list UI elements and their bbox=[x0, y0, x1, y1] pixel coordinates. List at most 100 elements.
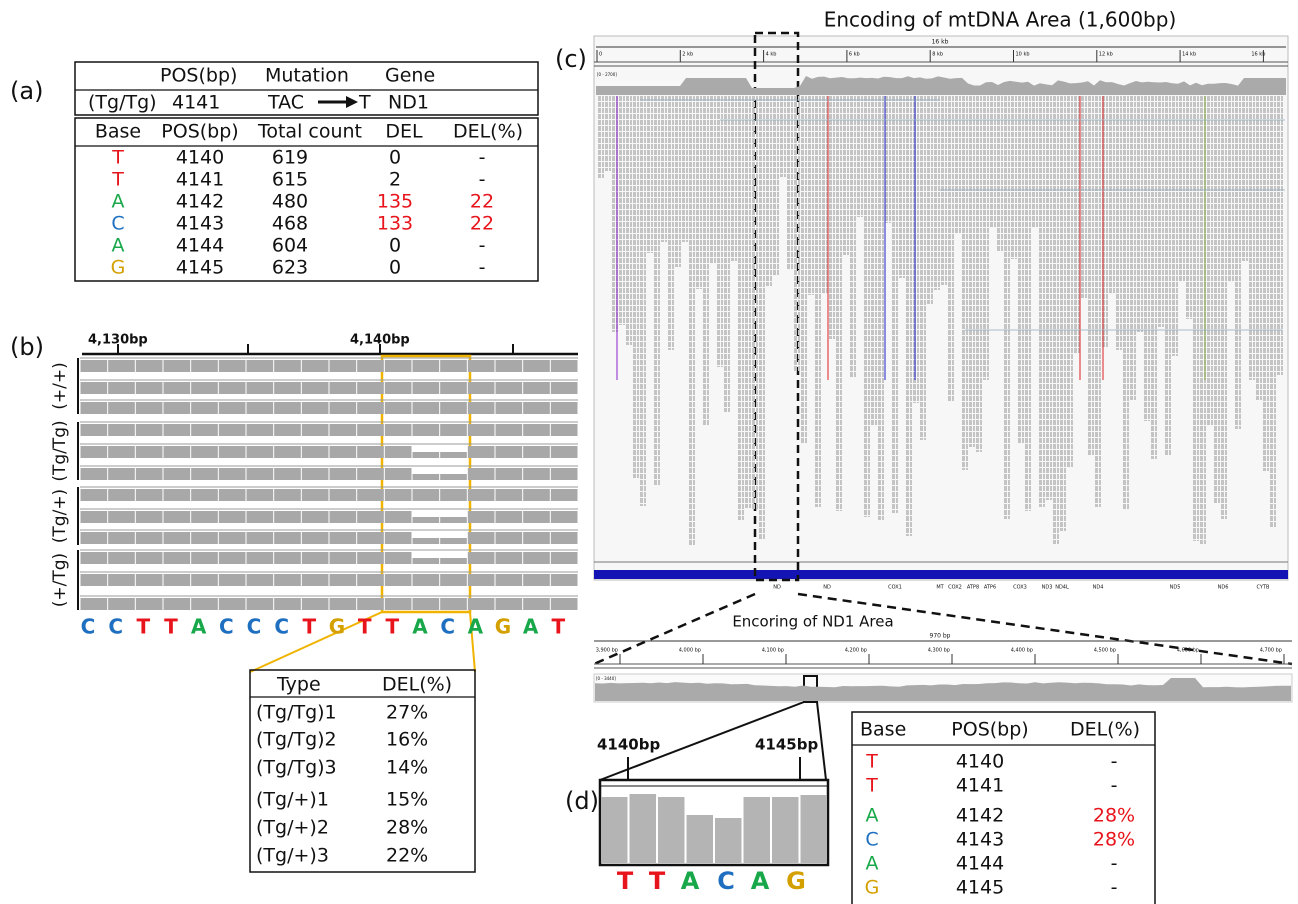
base: C bbox=[717, 867, 735, 895]
read bbox=[413, 360, 440, 372]
reads bbox=[1277, 96, 1283, 375]
read bbox=[247, 574, 274, 586]
read bbox=[357, 532, 384, 544]
read bbox=[551, 532, 578, 544]
reads bbox=[752, 96, 758, 510]
reads bbox=[1109, 96, 1115, 293]
read bbox=[413, 574, 440, 586]
cell: - bbox=[479, 235, 486, 257]
read bbox=[523, 402, 550, 414]
read bbox=[191, 598, 218, 610]
base: A bbox=[751, 867, 770, 895]
read bbox=[108, 511, 135, 523]
panel-label: (a) bbox=[10, 77, 43, 105]
read bbox=[136, 574, 163, 586]
read bbox=[496, 574, 523, 586]
panel-label: (c) bbox=[555, 45, 587, 73]
reads bbox=[1165, 96, 1171, 455]
cell: (Tg/Tg)3 bbox=[256, 757, 337, 779]
read bbox=[551, 360, 578, 372]
read bbox=[247, 468, 274, 480]
reads bbox=[661, 96, 667, 242]
read bbox=[191, 489, 218, 501]
read bbox=[302, 532, 329, 544]
read bbox=[219, 382, 246, 394]
reads bbox=[780, 96, 786, 177]
read bbox=[274, 574, 301, 586]
cell: G bbox=[865, 877, 880, 899]
cell: 0 bbox=[389, 147, 401, 169]
base: A bbox=[191, 615, 207, 639]
read bbox=[440, 489, 467, 501]
read bbox=[357, 489, 384, 501]
read bbox=[523, 424, 550, 436]
read bbox=[468, 552, 495, 564]
header: DEL(%) bbox=[453, 121, 523, 143]
read bbox=[468, 424, 495, 436]
cell: 14% bbox=[386, 757, 428, 779]
read bbox=[191, 402, 218, 414]
read bbox=[164, 511, 191, 523]
reads bbox=[675, 96, 681, 267]
reads bbox=[969, 96, 975, 447]
cell: 28% bbox=[386, 817, 428, 839]
read bbox=[247, 402, 274, 414]
read bbox=[164, 532, 191, 544]
reads bbox=[983, 96, 989, 380]
read bbox=[136, 446, 163, 458]
read bbox=[108, 360, 135, 372]
cell: 4141 bbox=[956, 775, 1004, 797]
reads bbox=[976, 96, 982, 452]
reads bbox=[962, 96, 968, 470]
ruler-label: 2 kb bbox=[682, 52, 693, 58]
cell: 0 bbox=[389, 257, 401, 279]
read bbox=[413, 474, 440, 480]
read bbox=[496, 489, 523, 501]
read bbox=[108, 468, 135, 480]
reads bbox=[626, 96, 632, 345]
cell: - bbox=[1111, 775, 1118, 797]
read bbox=[164, 424, 191, 436]
read bbox=[191, 468, 218, 480]
read bbox=[330, 382, 357, 394]
gene-label: ND5 bbox=[1170, 585, 1181, 591]
gene-label: ND3 bbox=[1042, 585, 1053, 591]
ruler-label: 0 bbox=[599, 52, 602, 58]
read bbox=[357, 552, 384, 564]
base: T bbox=[386, 615, 400, 639]
cell: 27% bbox=[386, 702, 428, 724]
read bbox=[440, 424, 467, 436]
read bbox=[551, 468, 578, 480]
read bbox=[551, 402, 578, 414]
ruler-label: 4,600 bp bbox=[1177, 648, 1199, 654]
read bbox=[357, 574, 384, 586]
read bbox=[81, 552, 108, 564]
read bbox=[219, 574, 246, 586]
reads bbox=[1242, 96, 1248, 261]
read bbox=[302, 446, 329, 458]
read bbox=[385, 511, 412, 523]
reads bbox=[892, 96, 898, 513]
read bbox=[274, 360, 301, 372]
read bbox=[108, 446, 135, 458]
reads bbox=[1137, 96, 1143, 332]
read bbox=[302, 424, 329, 436]
read bbox=[81, 574, 108, 586]
read bbox=[440, 558, 467, 564]
read bbox=[468, 382, 495, 394]
range-label: [0 - 3440] bbox=[596, 676, 616, 681]
reads bbox=[1004, 96, 1010, 519]
reads bbox=[710, 96, 716, 264]
read bbox=[496, 468, 523, 480]
header: Base bbox=[860, 719, 906, 741]
read bbox=[496, 424, 523, 436]
read bbox=[219, 468, 246, 480]
read bbox=[302, 511, 329, 523]
read bbox=[413, 598, 440, 610]
header: POS(bp) bbox=[161, 121, 238, 143]
reads bbox=[1074, 96, 1080, 354]
cell: 468 bbox=[272, 213, 308, 235]
read bbox=[413, 402, 440, 414]
reads bbox=[1235, 96, 1241, 429]
cell: 28% bbox=[1093, 805, 1135, 827]
